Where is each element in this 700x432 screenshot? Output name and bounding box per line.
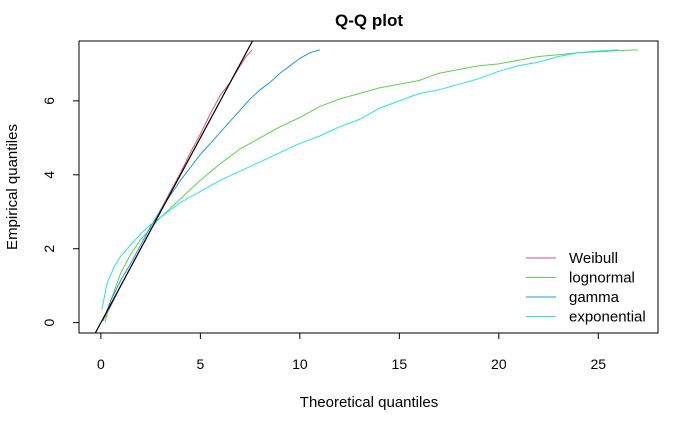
x-axis: 0 5 10 15 20 25 bbox=[97, 333, 606, 372]
x-tick-label: 25 bbox=[591, 356, 607, 372]
y-axis: 0 2 4 6 bbox=[41, 97, 79, 327]
x-tick-label: 20 bbox=[491, 356, 507, 372]
x-tick-label: 15 bbox=[392, 356, 408, 372]
y-tick-label: 6 bbox=[41, 97, 57, 105]
y-tick-label: 0 bbox=[41, 319, 57, 327]
legend-label-gamma: gamma bbox=[569, 289, 620, 306]
legend-label-exponential: exponential bbox=[569, 309, 646, 326]
y-tick-label: 4 bbox=[41, 171, 57, 179]
chart-title: Q-Q plot bbox=[335, 11, 403, 30]
plot-frame bbox=[78, 40, 659, 334]
y-tick-label: 2 bbox=[41, 245, 57, 253]
legend-label-lognormal: lognormal bbox=[569, 270, 635, 287]
series-lognormal-line bbox=[104, 49, 639, 323]
legend-label-weibull: Weibull bbox=[569, 250, 618, 267]
y-axis-label: Empirical quantiles bbox=[4, 124, 21, 250]
x-axis-label: Theoretical quantiles bbox=[300, 394, 438, 411]
reference-line bbox=[94, 41, 254, 333]
x-tick-label: 0 bbox=[97, 356, 105, 372]
legend: Weibull lognormal gamma exponential bbox=[526, 250, 646, 326]
series-gamma-line bbox=[102, 49, 320, 321]
plot-data bbox=[94, 41, 639, 333]
x-tick-label: 5 bbox=[196, 356, 204, 372]
x-tick-label: 10 bbox=[292, 356, 308, 372]
series-exponential-line bbox=[101, 49, 619, 310]
